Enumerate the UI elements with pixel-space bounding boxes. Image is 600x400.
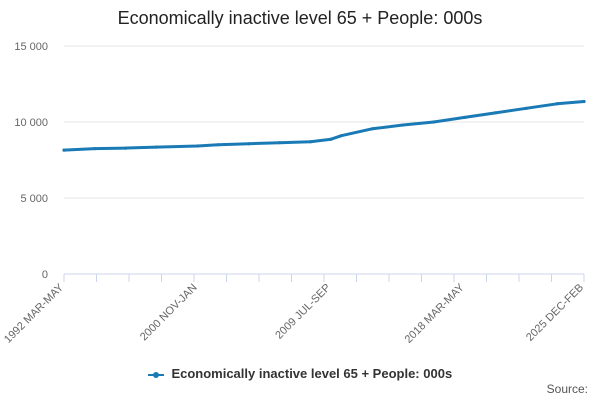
x-tick-label: 2000 NOV-JAN	[138, 282, 200, 344]
chart-title: Economically inactive level 65 + People:…	[117, 8, 483, 28]
data-point[interactable]	[582, 99, 586, 104]
y-tick-label: 10 000	[14, 117, 48, 129]
y-tick-label: 0	[42, 269, 48, 281]
data-point[interactable]	[278, 141, 282, 145]
data-point[interactable]	[216, 143, 220, 147]
data-point[interactable]	[462, 115, 467, 120]
data-point[interactable]	[524, 106, 528, 110]
data-point[interactable]	[401, 123, 405, 127]
gridlines	[64, 45, 584, 275]
data-point[interactable]	[370, 127, 374, 131]
data-point[interactable]	[195, 144, 200, 148]
x-tick-label: 2009 JUL-SEP	[273, 282, 333, 342]
source-note: Source:	[546, 382, 588, 396]
x-tick-label: 1992 MAR-MAY	[2, 281, 67, 346]
legend[interactable]: Economically inactive level 65 + People:…	[0, 366, 600, 381]
series-layer	[62, 99, 586, 152]
data-point[interactable]	[329, 137, 333, 141]
series-line[interactable]	[62, 100, 586, 152]
legend-label: Economically inactive level 65 + People:…	[171, 366, 453, 381]
data-point[interactable]	[247, 142, 251, 146]
data-point[interactable]	[432, 120, 436, 124]
data-point[interactable]	[555, 102, 559, 106]
data-point[interactable]	[493, 111, 498, 115]
data-point[interactable]	[339, 134, 343, 138]
y-tick-label: 15 000	[14, 41, 48, 53]
x-tick-label: 2018 MAR-MAY	[403, 281, 468, 346]
legend-swatch-icon	[147, 371, 164, 378]
x-tick-label: 2025 DEC-FEB	[524, 282, 586, 344]
y-tick-label: 5 000	[20, 193, 48, 205]
data-point[interactable]	[154, 145, 159, 149]
x-axis-ticks: 1992 MAR-MAY 2000 NOV-JAN 2009 JUL-SEP 2018…	[2, 281, 586, 346]
data-point[interactable]	[308, 140, 313, 144]
data-point[interactable]	[124, 146, 128, 150]
data-point[interactable]	[93, 147, 97, 151]
x-axis	[63, 273, 585, 282]
data-point[interactable]	[62, 148, 66, 152]
y-axis-ticks: 0 5 000 10 000 15 000	[14, 41, 48, 281]
